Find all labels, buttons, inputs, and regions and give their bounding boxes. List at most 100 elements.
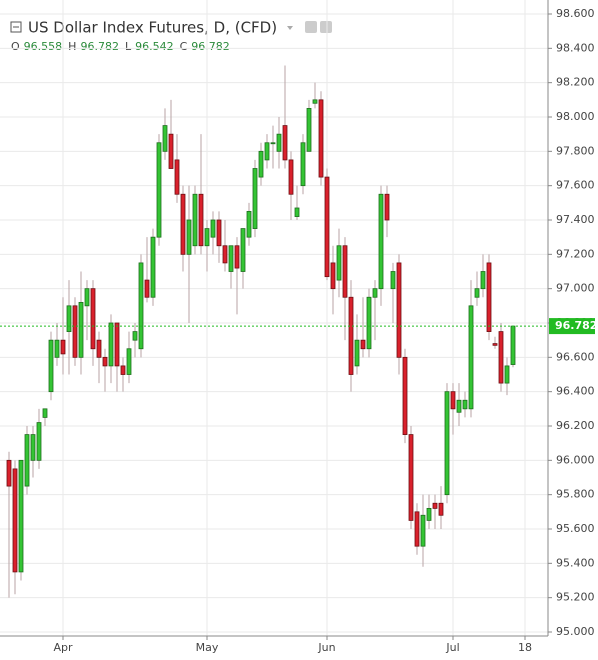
candle-body xyxy=(462,399,468,410)
candle-body xyxy=(174,159,180,195)
candle-body xyxy=(228,245,234,272)
candle-body xyxy=(330,262,336,290)
settings-button[interactable] xyxy=(320,21,332,33)
candle-body xyxy=(504,365,510,384)
ohlc-readout: O 96.558 H 96.782 L 96.542 C 96.782 xyxy=(11,40,230,53)
y-tick-label: 97.400 xyxy=(556,213,595,226)
y-tick-label: 96.200 xyxy=(556,419,595,432)
candle-body xyxy=(456,399,462,413)
candle-body xyxy=(132,331,138,341)
candle-body xyxy=(240,228,246,272)
candle-body xyxy=(150,236,156,298)
candle-body xyxy=(384,193,390,221)
dropdown-icon[interactable] xyxy=(287,26,293,30)
candle-body xyxy=(342,245,348,298)
ohlc-label: O xyxy=(11,40,20,53)
y-tick-label: 95.000 xyxy=(556,625,595,638)
last-price-label: 96.782 xyxy=(555,319,597,332)
eye-button[interactable] xyxy=(305,21,317,33)
candle-body xyxy=(72,305,78,358)
candle-body xyxy=(498,331,504,384)
y-tick-label: 97.000 xyxy=(556,282,595,295)
candle-body xyxy=(468,305,474,410)
candle-body xyxy=(402,356,408,435)
candle-body xyxy=(366,296,372,350)
x-tick-label: Apr xyxy=(53,641,73,654)
candle-body xyxy=(138,262,144,350)
candle-body xyxy=(282,125,288,161)
y-tick-label: 95.600 xyxy=(556,522,595,535)
candle-body xyxy=(270,142,276,145)
candle-body xyxy=(264,142,270,161)
chart-title: US Dollar Index Futures, D, (CFD) xyxy=(28,19,277,37)
candle-body xyxy=(66,305,72,332)
candle-body xyxy=(486,262,492,332)
candle-body xyxy=(102,356,108,367)
candle-body xyxy=(396,262,402,358)
y-tick-label: 95.400 xyxy=(556,556,595,569)
candle-body xyxy=(156,142,162,238)
last-price-tag xyxy=(549,318,595,335)
candle-body xyxy=(438,502,444,516)
candle-body xyxy=(84,288,90,307)
candle-body xyxy=(180,193,186,255)
candle-body xyxy=(24,434,30,487)
y-tick-label: 95.800 xyxy=(556,488,595,501)
candle-body xyxy=(480,271,486,290)
candle-body xyxy=(276,133,282,152)
candle-body xyxy=(48,339,54,393)
x-tick-label: May xyxy=(196,641,219,654)
x-tick-label: 18 xyxy=(518,641,532,654)
candle-body xyxy=(30,434,36,461)
candle-body xyxy=(474,288,480,298)
ohlc-label: H xyxy=(68,40,76,53)
candle-body xyxy=(258,150,264,178)
candle-body xyxy=(408,434,414,521)
candle-body xyxy=(354,339,360,367)
candle-body xyxy=(336,245,342,281)
candle-body xyxy=(216,219,222,247)
y-tick-label: 97.800 xyxy=(556,144,595,157)
y-tick-label: 97.600 xyxy=(556,179,595,192)
candle-body xyxy=(348,296,354,375)
candle-body xyxy=(54,339,60,358)
candle-body xyxy=(198,193,204,247)
ohlc-label: L xyxy=(125,40,132,53)
candle-body xyxy=(108,322,114,367)
candle-body xyxy=(96,339,102,358)
candle-body xyxy=(372,288,378,298)
candle-body xyxy=(294,207,300,217)
y-tick-label: 96.600 xyxy=(556,350,595,363)
x-tick-label: Jul xyxy=(445,641,459,654)
candle-body xyxy=(312,99,318,104)
candle-body xyxy=(414,511,420,547)
candle-body xyxy=(300,142,306,187)
x-tick-label: Jun xyxy=(317,641,335,654)
candle-body xyxy=(444,391,450,496)
candle-body xyxy=(90,288,96,350)
candle-body xyxy=(318,99,324,178)
candle-body xyxy=(78,301,84,358)
candle-body xyxy=(210,219,216,238)
candle-body xyxy=(324,176,330,278)
candle-body xyxy=(288,159,294,195)
candle-body xyxy=(378,193,384,290)
y-tick-label: 95.200 xyxy=(556,591,595,604)
candle-body xyxy=(426,507,432,521)
candle-body xyxy=(192,193,198,247)
candle-body xyxy=(18,459,24,573)
y-tick-label: 96.000 xyxy=(556,453,595,466)
candle-body xyxy=(510,325,516,365)
candle-body xyxy=(120,365,126,375)
y-tick-label: 98.200 xyxy=(556,76,595,89)
candle-body xyxy=(60,339,66,355)
candle-body xyxy=(222,245,228,264)
candle-body xyxy=(246,211,252,238)
y-tick-label: 97.200 xyxy=(556,247,595,260)
ohlc-value: 96.782 xyxy=(80,40,119,53)
candle-body xyxy=(204,228,210,247)
candle-body xyxy=(234,245,240,269)
candle-body xyxy=(6,459,12,487)
